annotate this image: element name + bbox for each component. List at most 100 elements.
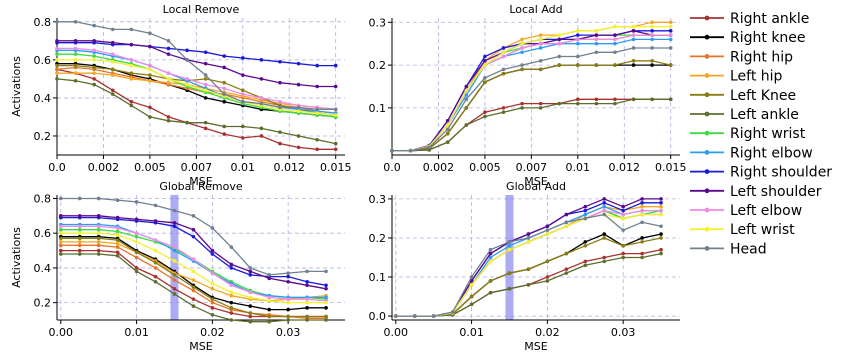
data-point [58, 248, 63, 253]
legend-marker [704, 207, 710, 213]
data-point [115, 226, 120, 230]
data-point [110, 52, 115, 56]
data-point [640, 197, 644, 201]
data-point [296, 82, 301, 87]
data-point [96, 231, 101, 235]
series-line-right-hip [56, 66, 336, 114]
data-point [210, 248, 215, 253]
x-tick-label: 0.01 [231, 161, 256, 174]
data-point [73, 58, 78, 62]
data-point [166, 77, 171, 81]
data-point [129, 27, 134, 32]
data-point [115, 253, 120, 258]
data-point [315, 137, 319, 142]
data-point [129, 63, 134, 68]
data-point [602, 208, 607, 213]
data-point [576, 37, 580, 42]
data-point [659, 232, 663, 236]
data-point [668, 63, 673, 67]
data-point [640, 255, 644, 260]
data-point [58, 243, 63, 248]
data-point [153, 248, 158, 253]
data-point [315, 63, 319, 68]
data-point [229, 311, 234, 315]
data-point [134, 234, 139, 239]
data-point [129, 103, 134, 108]
y-axis-label: Activations [10, 56, 23, 117]
data-point [248, 314, 253, 319]
legend-item-left-shoulder: Left shoulder [690, 184, 822, 200]
data-point [538, 46, 543, 50]
data-point [520, 101, 524, 106]
data-point [229, 262, 234, 267]
data-point [229, 293, 234, 298]
legend-label: Left hip [730, 69, 783, 85]
panel-local-add: 0.0 0.002 0.005 0.007 0.01 0.012 0.015 0.1 0.2 0.… [369, 3, 687, 188]
data-point [659, 208, 663, 213]
data-point [148, 31, 152, 36]
data-point [631, 63, 636, 67]
data-point [621, 208, 625, 213]
data-point [172, 259, 177, 263]
data-point [545, 259, 550, 264]
data-point [241, 136, 245, 140]
data-point [286, 300, 290, 305]
data-point [73, 46, 78, 51]
data-point [129, 71, 134, 75]
data-point [576, 63, 580, 67]
series-head [58, 196, 328, 277]
legend-marker [704, 188, 710, 194]
x-tick-label: 0.00 [384, 326, 409, 339]
data-point [538, 41, 543, 46]
data-point [203, 96, 208, 100]
data-point [210, 312, 215, 317]
data-point [96, 248, 101, 253]
data-point [520, 37, 524, 42]
data-point [296, 61, 301, 66]
data-point [640, 251, 644, 256]
data-point [172, 286, 177, 291]
data-point [210, 226, 215, 230]
data-point [501, 110, 506, 114]
data-point [241, 88, 245, 93]
legend-label: Left wrist [730, 222, 795, 238]
data-point [576, 33, 580, 37]
data-point [286, 297, 290, 301]
data-point [77, 240, 82, 244]
data-point [631, 24, 636, 29]
data-point [148, 63, 152, 68]
data-point [650, 20, 654, 25]
data-point [602, 197, 607, 201]
series-line-right-hip [395, 209, 662, 317]
data-point [483, 54, 487, 59]
data-point [110, 67, 115, 72]
data-point [501, 54, 506, 59]
data-point [602, 236, 607, 240]
data-point [92, 82, 96, 87]
data-point [324, 314, 328, 319]
data-point [96, 227, 101, 232]
y-tick-label: 0.2 [369, 59, 387, 72]
data-point [668, 24, 673, 29]
data-point [427, 148, 431, 152]
series-line-left-ankle [392, 98, 671, 152]
data-point [659, 251, 663, 256]
data-point [73, 71, 78, 75]
series-left-knee [58, 236, 328, 319]
data-point [166, 46, 171, 51]
data-point [129, 77, 134, 81]
data-point [564, 267, 569, 272]
data-point [305, 300, 309, 305]
series-left-wrist [58, 231, 328, 305]
data-point [92, 39, 96, 43]
series-line-left-wrist [395, 213, 662, 317]
legend-label: Head [730, 241, 767, 257]
series-left-wrist [390, 24, 673, 153]
data-point [305, 269, 309, 274]
legend-marker [704, 150, 710, 155]
data-point [613, 97, 617, 102]
data-point [659, 197, 663, 201]
y-tick-label: 0.2 [369, 232, 387, 245]
data-point [613, 24, 617, 29]
data-point [483, 63, 487, 67]
